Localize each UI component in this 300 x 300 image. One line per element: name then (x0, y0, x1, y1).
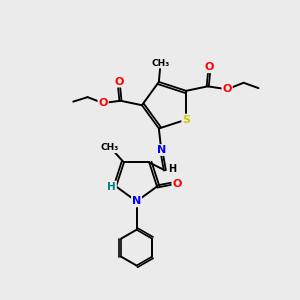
Text: O: O (114, 76, 124, 87)
Text: O: O (172, 178, 182, 188)
Text: CH₃: CH₃ (100, 143, 119, 152)
Text: S: S (182, 115, 190, 124)
Text: O: O (205, 62, 214, 72)
Text: O: O (98, 98, 108, 108)
Text: H: H (107, 182, 116, 191)
Text: N: N (157, 145, 166, 155)
Text: O: O (223, 84, 232, 94)
Text: N: N (132, 196, 141, 206)
Text: CH₃: CH₃ (151, 58, 169, 68)
Text: H: H (168, 164, 176, 174)
